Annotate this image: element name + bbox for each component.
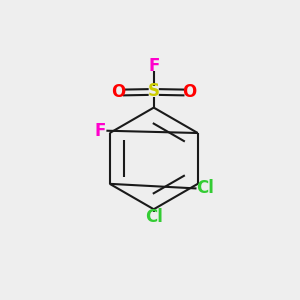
- Text: Cl: Cl: [145, 208, 163, 226]
- Text: F: F: [95, 122, 106, 140]
- Text: O: O: [111, 83, 125, 101]
- Text: Cl: Cl: [196, 179, 214, 197]
- Text: F: F: [148, 57, 159, 75]
- Text: S: S: [148, 82, 160, 100]
- Text: O: O: [182, 83, 197, 101]
